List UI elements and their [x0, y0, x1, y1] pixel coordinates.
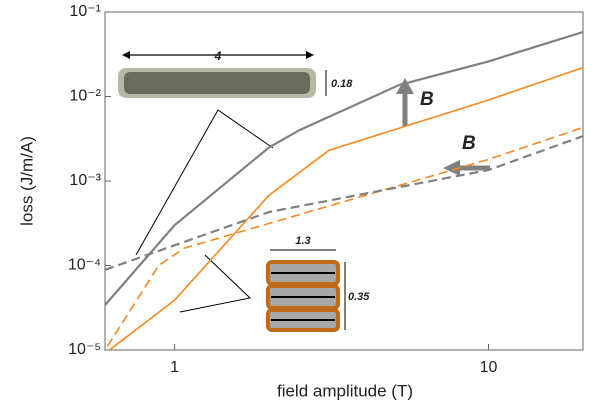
- x-tick-label: 1: [170, 359, 179, 376]
- x-tick-label: 10: [480, 359, 498, 376]
- y-tick-label: 10⁻¹: [69, 3, 101, 20]
- tape-image: [179, 249, 346, 332]
- y-tick-label: 10⁻²: [69, 88, 101, 105]
- series-line: [105, 30, 583, 306]
- x-axis-title: field amplitude (T): [277, 381, 413, 400]
- annotation: 0.35: [348, 291, 370, 303]
- annotation: 1.3: [295, 235, 310, 247]
- y-axis-title: loss (J/m/A): [17, 136, 36, 226]
- y-tick-label: 10⁻⁴: [68, 257, 101, 274]
- annotation: B: [462, 133, 476, 154]
- plot-frame: [104, 11, 584, 351]
- annotation: 4: [214, 49, 222, 63]
- series-line: [109, 66, 583, 350]
- annotation: 0.18: [331, 78, 353, 90]
- annotation: B: [420, 89, 434, 110]
- series-line: [106, 126, 583, 347]
- field-arrows: [396, 78, 490, 176]
- wire-image: [118, 51, 327, 256]
- y-tick-label: 10⁻⁵: [68, 341, 101, 358]
- series-line: [105, 135, 583, 271]
- y-tick-label: 10⁻³: [69, 172, 101, 189]
